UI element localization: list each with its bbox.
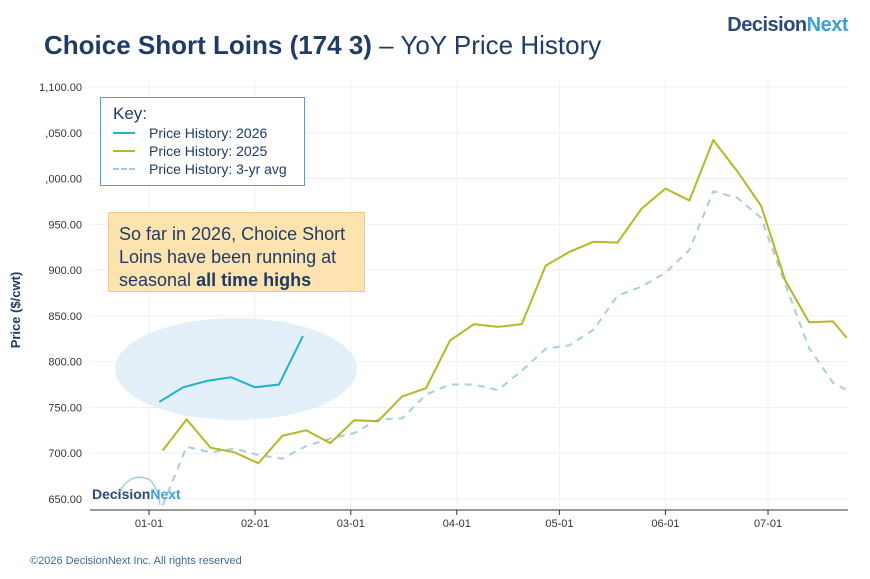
x-tick-label: 03-01 [337, 518, 365, 530]
x-tick-label: 02-01 [241, 518, 269, 530]
watermark-arc [117, 476, 161, 506]
x-tick-label: 05-01 [545, 518, 573, 530]
y-axis-label: Price ($/cwt) [8, 272, 23, 349]
x-tick-label: 06-01 [651, 518, 679, 530]
x-tick-label: 01-01 [135, 518, 163, 530]
callout-box: So far in 2026, Choice Short Loins have … [108, 212, 365, 292]
decisionnext-logo: DecisionNext [727, 14, 848, 36]
series-line-2 [161, 190, 848, 506]
legend-item-2025: Price History: 2025 [113, 143, 267, 159]
y-tick-label: 950.00 [48, 219, 82, 231]
watermark-logo: DecisionNext [92, 486, 181, 502]
y-tick-label: 850.00 [48, 311, 82, 323]
y-tick-label: 650.00 [48, 494, 82, 506]
legend: Key: Price History: 2026 Price History: … [100, 97, 305, 186]
series-line-1 [161, 138, 848, 465]
legend-item-2026: Price History: 2026 [113, 125, 267, 141]
y-tick-label: 1,100.00 [39, 82, 82, 94]
y-tick-label: ,050.00 [45, 128, 82, 140]
y-tick-label: 750.00 [48, 402, 82, 414]
x-tick-label: 07-01 [754, 518, 782, 530]
y-tick-label: 700.00 [48, 448, 82, 460]
y-tick-label: ,000.00 [45, 174, 82, 186]
page-title: Choice Short Loins (174 3) – YoY Price H… [44, 30, 602, 60]
y-tick-label: 900.00 [48, 265, 82, 277]
y-tick-label: 800.00 [48, 357, 82, 369]
legend-title: Key: [113, 104, 148, 123]
legend-item-3yr: Price History: 3-yr avg [113, 161, 287, 177]
highlight-ellipse [115, 318, 357, 420]
x-tick-label: 04-01 [443, 518, 471, 530]
copyright: ©2026 DecisionNext Inc. All rights reser… [30, 555, 242, 567]
